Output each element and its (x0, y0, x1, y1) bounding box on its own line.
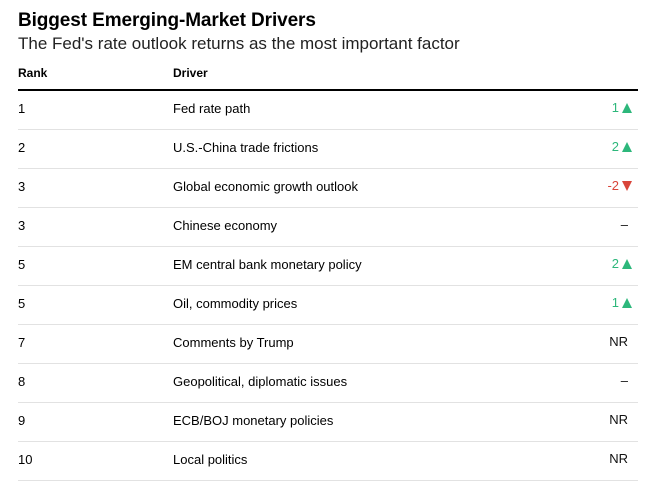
arrow-up-icon (622, 141, 632, 152)
column-header-rank: Rank (18, 66, 48, 80)
table-row: 5 EM central bank monetary policy 2 (18, 247, 638, 286)
change-value: 1 (611, 295, 619, 310)
driver-cell: Local politics (173, 452, 248, 467)
change-cell: – (621, 373, 632, 388)
table-row: 9 ECB/BOJ monetary policies NR (18, 403, 638, 442)
change-value: – (620, 217, 628, 232)
column-header-driver: Driver (173, 66, 208, 80)
table-body: 1 Fed rate path 1 2 U.S.-China trade frictio… (18, 91, 638, 481)
driver-cell: Geopolitical, diplomatic issues (173, 374, 348, 389)
table-row: 5 Oil, commodity prices 1 (18, 286, 638, 325)
arrow-up-icon (622, 102, 632, 113)
rank-cell: 5 (18, 296, 26, 311)
rank-cell: 3 (18, 179, 26, 194)
change-value: NR (609, 334, 628, 349)
change-cell: – (621, 217, 632, 232)
table-row: 3 Chinese economy – (18, 208, 638, 247)
table-row: 2 U.S.-China trade frictions 2 (18, 130, 638, 169)
driver-cell: EM central bank monetary policy (173, 257, 362, 272)
change-value: NR (609, 451, 628, 466)
driver-cell: U.S.-China trade frictions (173, 140, 319, 155)
change-value: -2 (607, 178, 619, 193)
driver-cell: ECB/BOJ monetary policies (173, 413, 334, 428)
rank-cell: 10 (18, 452, 33, 467)
arrow-down-icon (622, 180, 632, 191)
chart-container: Biggest Emerging-Market Drivers The Fed'… (18, 8, 638, 481)
change-value: – (620, 373, 628, 388)
table-row: 3 Global economic growth outlook -2 (18, 169, 638, 208)
rank-cell: 1 (18, 101, 26, 116)
change-value: 1 (611, 100, 619, 115)
change-cell: -2 (607, 178, 632, 193)
driver-cell: Global economic growth outlook (173, 179, 358, 194)
rank-cell: 3 (18, 218, 26, 233)
table-row: 8 Geopolitical, diplomatic issues – (18, 364, 638, 403)
change-cell: 1 (612, 100, 632, 115)
rank-cell: 2 (18, 140, 26, 155)
change-cell: 2 (612, 139, 632, 154)
rank-cell: 7 (18, 335, 26, 350)
change-cell: 2 (612, 256, 632, 271)
table-row: 10 Local politics NR (18, 442, 638, 481)
arrow-up-icon (622, 258, 632, 269)
rank-cell: 8 (18, 374, 26, 389)
table-header: Rank Driver (18, 63, 638, 91)
arrow-up-icon (622, 297, 632, 308)
rank-cell: 5 (18, 257, 26, 272)
driver-cell: Oil, commodity prices (173, 296, 298, 311)
change-value: 2 (611, 139, 619, 154)
change-value: NR (609, 412, 628, 427)
chart-title: Biggest Emerging-Market Drivers (18, 10, 316, 31)
chart-subtitle: The Fed's rate outlook returns as the mo… (18, 34, 460, 53)
table-row: 1 Fed rate path 1 (18, 91, 638, 130)
change-value: 2 (611, 256, 619, 271)
change-cell: NR (609, 412, 632, 427)
rank-cell: 9 (18, 413, 26, 428)
change-cell: NR (609, 451, 632, 466)
driver-cell: Comments by Trump (173, 335, 294, 350)
driver-cell: Fed rate path (173, 101, 251, 116)
change-cell: NR (609, 334, 632, 349)
change-cell: 1 (612, 295, 632, 310)
driver-cell: Chinese economy (173, 218, 278, 233)
table-row: 7 Comments by Trump NR (18, 325, 638, 364)
